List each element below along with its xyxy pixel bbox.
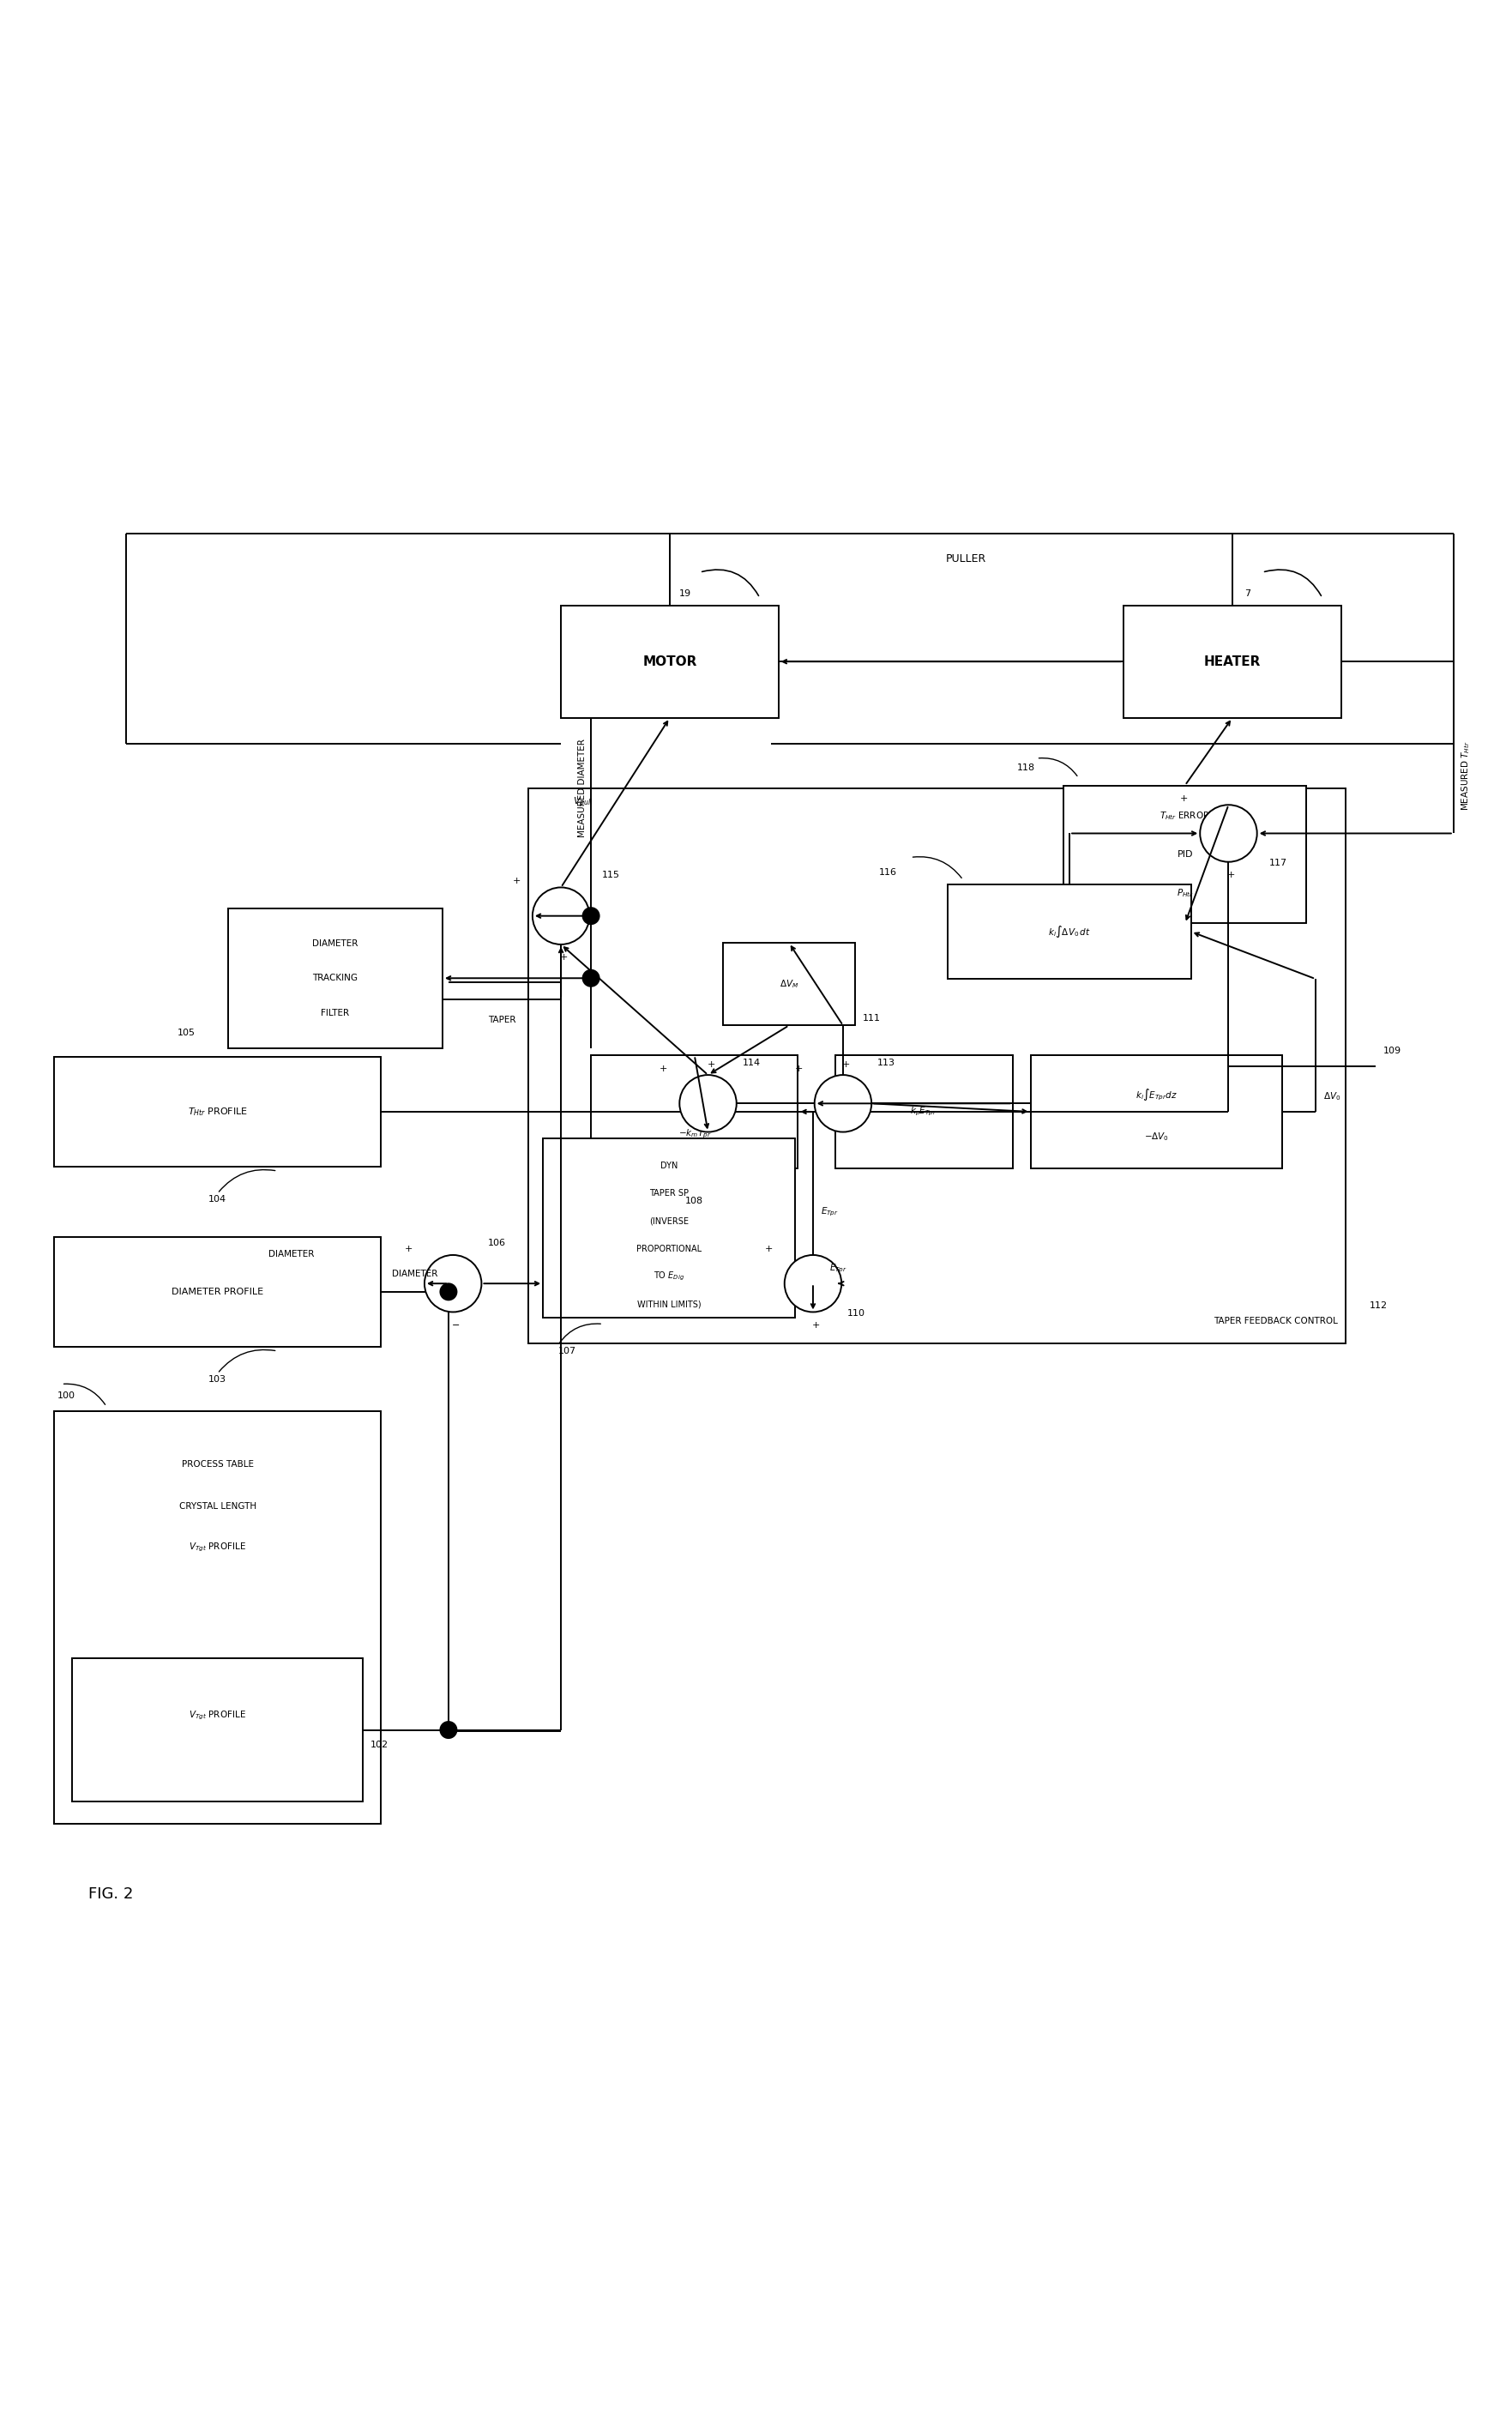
Text: +: + — [404, 1245, 413, 1252]
Text: PULLER: PULLER — [945, 552, 986, 564]
Circle shape — [440, 1282, 458, 1301]
Text: $-\Delta V_0$: $-\Delta V_0$ — [1145, 1131, 1169, 1143]
Bar — [1123, 606, 1341, 717]
Text: TO $E_{Dig}$: TO $E_{Dig}$ — [653, 1270, 685, 1282]
Text: 117: 117 — [1269, 858, 1287, 868]
Text: 104: 104 — [209, 1194, 227, 1204]
Circle shape — [582, 970, 600, 987]
Bar — [54, 1058, 381, 1167]
Bar — [1063, 786, 1306, 924]
Text: 109: 109 — [1383, 1046, 1402, 1055]
Circle shape — [785, 1255, 842, 1311]
Bar — [528, 788, 1346, 1342]
Circle shape — [815, 1075, 871, 1131]
Text: FF=: FF= — [686, 1090, 703, 1099]
Text: +: + — [812, 1321, 820, 1330]
Circle shape — [532, 888, 590, 944]
Text: +: + — [708, 1060, 715, 1070]
Text: $T_{Htr}$ ERROR: $T_{Htr}$ ERROR — [1160, 810, 1211, 822]
Text: $V_{pull}$: $V_{pull}$ — [573, 795, 593, 810]
Text: 108: 108 — [685, 1197, 703, 1206]
Text: (INVERSE: (INVERSE — [649, 1216, 689, 1226]
Text: TRACKING: TRACKING — [313, 973, 358, 983]
Text: WITHIN LIMITS): WITHIN LIMITS) — [637, 1299, 702, 1308]
Bar — [948, 885, 1191, 980]
Text: $-k_m T_{pr}$: $-k_m T_{pr}$ — [677, 1128, 711, 1141]
Bar — [836, 1055, 1013, 1167]
Text: 7: 7 — [1244, 589, 1250, 598]
Text: 118: 118 — [1018, 764, 1036, 771]
Text: 100: 100 — [57, 1391, 76, 1401]
Text: HEATER: HEATER — [1204, 654, 1261, 669]
Text: −: − — [452, 1321, 460, 1330]
Circle shape — [1201, 805, 1256, 861]
Text: +: + — [842, 1060, 850, 1070]
Text: $V_{Tgt}$ PROFILE: $V_{Tgt}$ PROFILE — [189, 1710, 246, 1722]
Text: $E_{Tpr}$: $E_{Tpr}$ — [830, 1262, 848, 1274]
Text: DYN: DYN — [661, 1162, 677, 1170]
Text: 112: 112 — [1370, 1301, 1388, 1311]
Text: DIAMETER: DIAMETER — [268, 1250, 314, 1257]
Text: 110: 110 — [848, 1308, 865, 1318]
Text: +: + — [1228, 871, 1235, 880]
Text: DIAMETER PROFILE: DIAMETER PROFILE — [171, 1287, 263, 1296]
Text: +: + — [765, 1245, 773, 1252]
Text: TAPER FEEDBACK CONTROL: TAPER FEEDBACK CONTROL — [1214, 1318, 1338, 1325]
Text: FIG. 2: FIG. 2 — [89, 1887, 133, 1902]
Circle shape — [440, 1722, 458, 1739]
Text: 105: 105 — [177, 1029, 195, 1036]
Text: $E_{Tpr}$: $E_{Tpr}$ — [821, 1206, 839, 1218]
Text: $k_p E_{Tpr}$: $k_p E_{Tpr}$ — [910, 1107, 937, 1119]
Text: 107: 107 — [558, 1347, 576, 1355]
Bar — [1031, 1055, 1282, 1167]
Text: PROCESS TABLE: PROCESS TABLE — [181, 1459, 254, 1469]
Text: +: + — [559, 953, 569, 963]
Text: $k_i \int \Delta V_0 \, dt$: $k_i \int \Delta V_0 \, dt$ — [1048, 924, 1090, 939]
Text: MEASURED DIAMETER: MEASURED DIAMETER — [578, 739, 587, 837]
Circle shape — [582, 907, 600, 924]
Text: $k_i \int E_{Tpr} dz$: $k_i \int E_{Tpr} dz$ — [1136, 1087, 1178, 1102]
Text: MOTOR: MOTOR — [643, 654, 697, 669]
Text: PROPORTIONAL: PROPORTIONAL — [637, 1245, 702, 1252]
Bar — [228, 910, 443, 1048]
Text: 106: 106 — [487, 1238, 505, 1248]
Text: 113: 113 — [877, 1058, 895, 1068]
Text: PID: PID — [1178, 851, 1193, 858]
Bar — [561, 606, 779, 717]
Bar — [73, 1659, 363, 1802]
Text: 19: 19 — [679, 589, 691, 598]
Text: 115: 115 — [602, 871, 620, 880]
Text: $P_{Htr}$: $P_{Htr}$ — [1176, 888, 1193, 900]
Text: 103: 103 — [209, 1374, 227, 1384]
Bar — [543, 1138, 795, 1318]
Text: CRYSTAL LENGTH: CRYSTAL LENGTH — [178, 1501, 256, 1510]
Bar — [591, 1055, 798, 1167]
Text: 102: 102 — [370, 1741, 389, 1749]
Text: FILTER: FILTER — [321, 1009, 349, 1017]
Bar — [723, 944, 854, 1026]
Text: MEASURED $T_{Htr}$: MEASURED $T_{Htr}$ — [1459, 742, 1471, 810]
Circle shape — [425, 1255, 481, 1311]
Text: TAPER: TAPER — [488, 1017, 516, 1024]
Circle shape — [679, 1075, 736, 1131]
Text: TAPER SP: TAPER SP — [649, 1189, 689, 1197]
Text: +: + — [794, 1065, 803, 1073]
Text: DIAMETER: DIAMETER — [313, 939, 358, 948]
Bar — [54, 1411, 381, 1824]
Text: +: + — [1179, 795, 1188, 803]
Text: 114: 114 — [742, 1058, 761, 1068]
Bar — [54, 1238, 381, 1347]
Text: DIAMETER: DIAMETER — [392, 1270, 437, 1279]
Text: $T_{Htr}$ PROFILE: $T_{Htr}$ PROFILE — [187, 1107, 248, 1119]
Text: $V_{Tgt}$ PROFILE: $V_{Tgt}$ PROFILE — [189, 1542, 246, 1554]
Text: $\Delta V_M$: $\Delta V_M$ — [780, 978, 798, 990]
Text: 116: 116 — [878, 868, 897, 876]
Text: +: + — [513, 878, 520, 885]
Text: $\Delta V_0$: $\Delta V_0$ — [1323, 1092, 1341, 1102]
Text: 111: 111 — [862, 1014, 880, 1021]
Text: +: + — [659, 1065, 667, 1073]
